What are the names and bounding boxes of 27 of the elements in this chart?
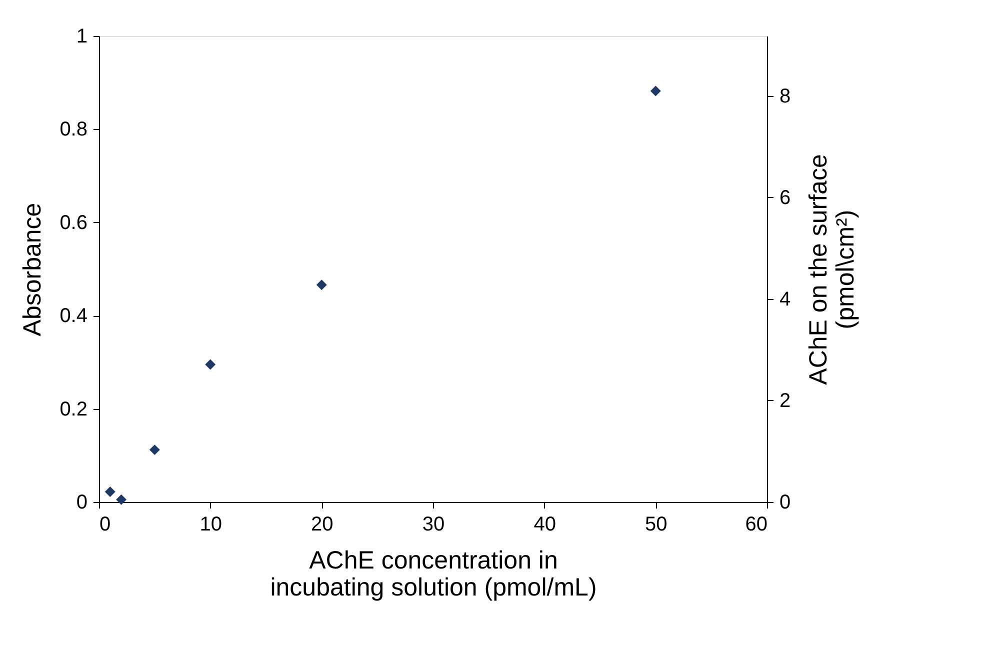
y2-axis-title: AChE on the surface (pmol\cm²): [804, 154, 860, 385]
x-tick-label: 60: [745, 514, 768, 536]
x-tick-label: 0: [100, 514, 111, 536]
y2-tick-label: 8: [780, 85, 791, 108]
y-tick-label: 0.8: [60, 118, 88, 141]
point: [116, 494, 127, 505]
point: [316, 280, 327, 290]
y2-tick-label: 4: [780, 288, 791, 310]
x-tick-label: 40: [534, 514, 556, 536]
x-tick-label: 20: [311, 514, 334, 536]
y-tick-label: 0.2: [60, 398, 88, 420]
point: [149, 444, 160, 456]
y2-tick-label: 6: [780, 186, 791, 209]
point: [104, 486, 116, 497]
y2-tick-label: 2: [780, 390, 791, 412]
point: [205, 359, 216, 370]
y2-tick-label: 0: [780, 492, 791, 514]
y-tick-label: 1: [76, 26, 88, 48]
y-axis-title: Absorbance: [18, 202, 47, 336]
point: [650, 86, 661, 96]
x-axis-title: AChE concentration in incubating solution (pmol/mL): [270, 546, 597, 602]
x-tick-label: 50: [645, 514, 668, 536]
x-tick-label: 30: [422, 514, 445, 536]
x-tick-label: 10: [200, 514, 222, 536]
y-tick-label: 0: [76, 492, 88, 514]
y-tick-label: 0.6: [60, 212, 88, 234]
y-tick-label: 0.4: [60, 305, 88, 328]
